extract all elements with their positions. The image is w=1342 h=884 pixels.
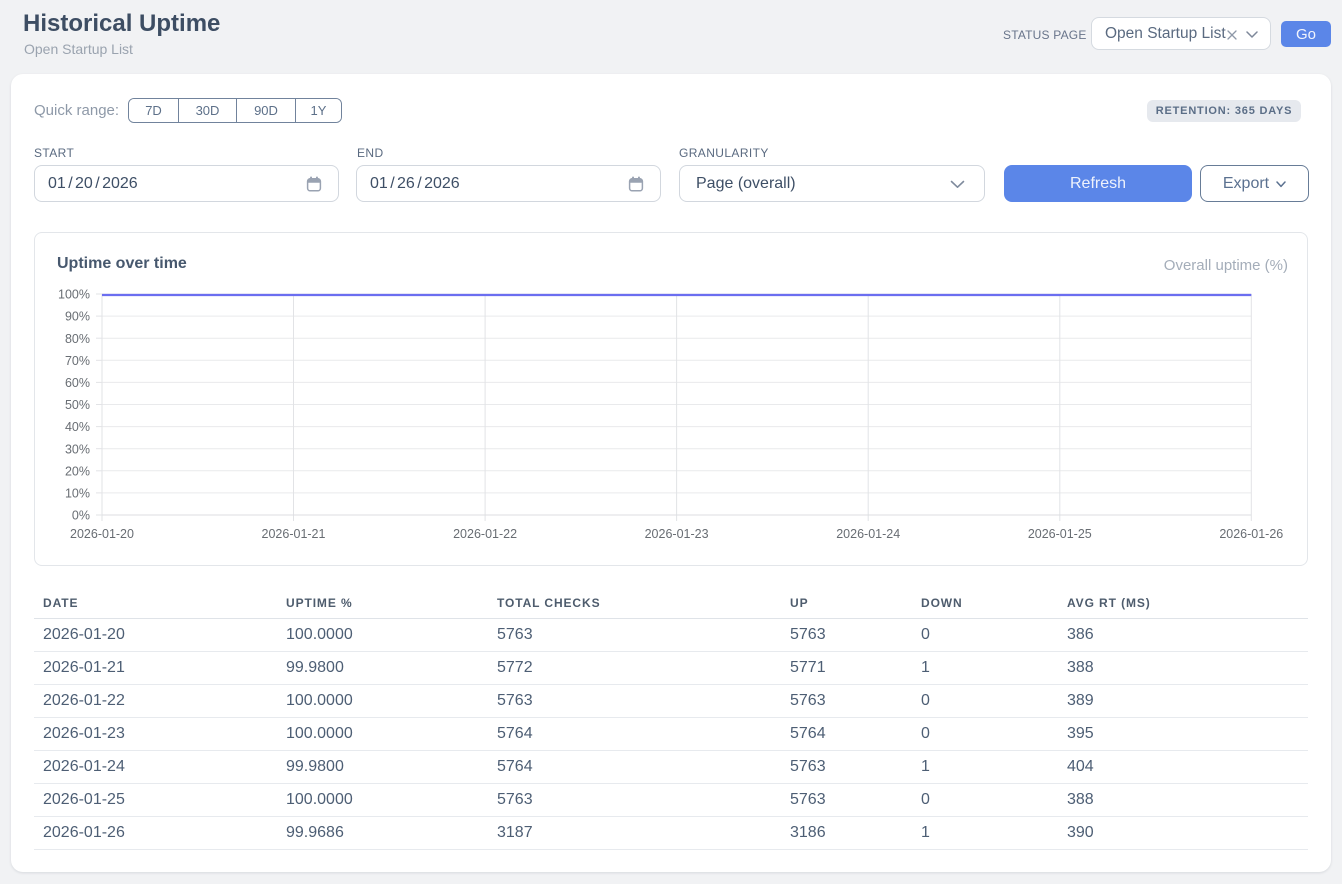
svg-text:2026-01-24: 2026-01-24 — [836, 527, 900, 541]
svg-text:30%: 30% — [65, 442, 90, 456]
svg-text:80%: 80% — [65, 332, 90, 346]
svg-text:40%: 40% — [65, 420, 90, 434]
svg-text:2026-01-26: 2026-01-26 — [1219, 527, 1283, 541]
svg-text:60%: 60% — [65, 376, 90, 390]
svg-text:100%: 100% — [58, 288, 90, 302]
svg-text:70%: 70% — [65, 354, 90, 368]
svg-text:2026-01-25: 2026-01-25 — [1028, 527, 1092, 541]
svg-text:2026-01-23: 2026-01-23 — [645, 527, 709, 541]
svg-text:20%: 20% — [65, 464, 90, 478]
svg-text:90%: 90% — [65, 310, 90, 324]
svg-text:50%: 50% — [65, 398, 90, 412]
svg-text:2026-01-20: 2026-01-20 — [70, 527, 134, 541]
svg-text:2026-01-21: 2026-01-21 — [262, 527, 326, 541]
svg-text:10%: 10% — [65, 487, 90, 501]
svg-text:0%: 0% — [72, 509, 90, 523]
svg-text:2026-01-22: 2026-01-22 — [453, 527, 517, 541]
